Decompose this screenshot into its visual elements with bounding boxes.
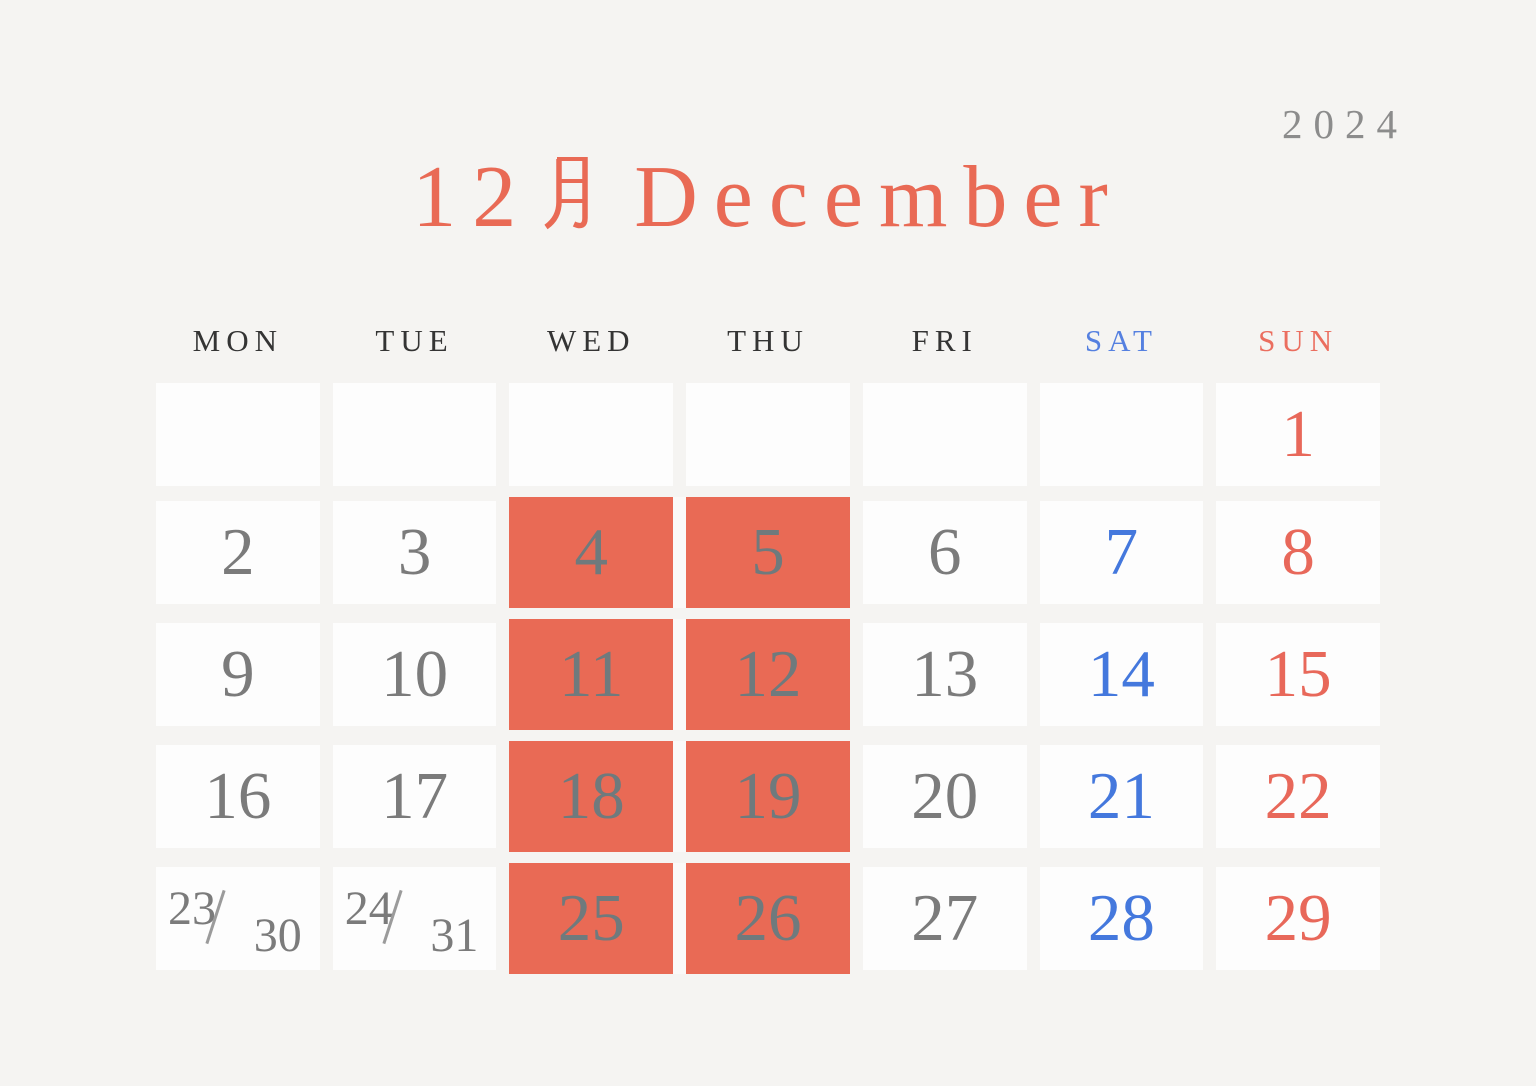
date-cell-24-31[interactable]: 24 31 (332, 867, 497, 970)
empty-cell (509, 383, 674, 486)
weekday-header-wed: WED (546, 323, 636, 358)
date-cell-14[interactable]: 14 (1039, 623, 1204, 726)
date-cell-12[interactable]: 12 (673, 619, 850, 730)
date-cell-26[interactable]: 26 (673, 863, 850, 974)
weekday-header-tue: TUE (375, 323, 454, 358)
weekday-header-row: MON TUE WED THU FRI SAT SUN (156, 324, 1380, 358)
date-cell-17[interactable]: 17 (332, 745, 497, 848)
calendar-grid: 1 2 3 4 5 6 7 8 9 10 11 12 13 14 15 16 1… (156, 383, 1380, 974)
date-cell-10[interactable]: 10 (332, 623, 497, 726)
date-cell-16[interactable]: 16 (156, 745, 320, 848)
empty-cell (1039, 383, 1204, 486)
date-cell-1[interactable]: 1 (1216, 383, 1380, 486)
page-title: 12 December (0, 149, 1536, 246)
date-cell-11[interactable]: 11 (509, 619, 674, 730)
secondary-day: 30 (253, 909, 302, 962)
date-cell-25[interactable]: 25 (509, 863, 674, 974)
weekday-header-mon: MON (192, 323, 284, 358)
title-month-number: 12 (412, 149, 533, 246)
date-cell-3[interactable]: 3 (332, 501, 497, 604)
date-cell-9[interactable]: 9 (156, 623, 320, 726)
date-cell-27[interactable]: 27 (862, 867, 1027, 970)
primary-day: 24 (344, 882, 393, 935)
date-cell-18[interactable]: 18 (509, 741, 674, 852)
empty-cell (862, 383, 1027, 486)
secondary-day: 31 (430, 909, 479, 962)
date-cell-29[interactable]: 29 (1216, 867, 1380, 970)
date-cell-7[interactable]: 7 (1039, 501, 1204, 604)
primary-day: 23 (168, 882, 216, 935)
weekday-header-sun: SUN (1258, 323, 1339, 358)
date-cell-22[interactable]: 22 (1216, 745, 1380, 848)
date-cell-15[interactable]: 15 (1216, 623, 1380, 726)
weekday-header-thu: THU (727, 323, 809, 358)
date-cell-23-30[interactable]: 23 30 (156, 867, 320, 970)
year-label: 2024 (1282, 101, 1408, 147)
title-month-name: December (634, 149, 1124, 246)
weekday-header-sat: SAT (1084, 323, 1158, 358)
empty-cell (332, 383, 497, 486)
date-cell-13[interactable]: 13 (862, 623, 1027, 726)
date-cell-19[interactable]: 19 (673, 741, 850, 852)
date-cell-21[interactable]: 21 (1039, 745, 1204, 848)
empty-cell (156, 383, 320, 486)
date-cell-4[interactable]: 4 (509, 497, 674, 608)
date-cell-28[interactable]: 28 (1039, 867, 1204, 970)
weekday-header-fri: FRI (911, 323, 978, 358)
date-cell-2[interactable]: 2 (156, 501, 320, 604)
kanji-month-glyph (542, 154, 600, 232)
date-cell-6[interactable]: 6 (862, 501, 1027, 604)
date-cell-8[interactable]: 8 (1216, 501, 1380, 604)
empty-cell (686, 383, 850, 486)
date-cell-5[interactable]: 5 (673, 497, 850, 608)
date-cell-20[interactable]: 20 (862, 745, 1027, 848)
